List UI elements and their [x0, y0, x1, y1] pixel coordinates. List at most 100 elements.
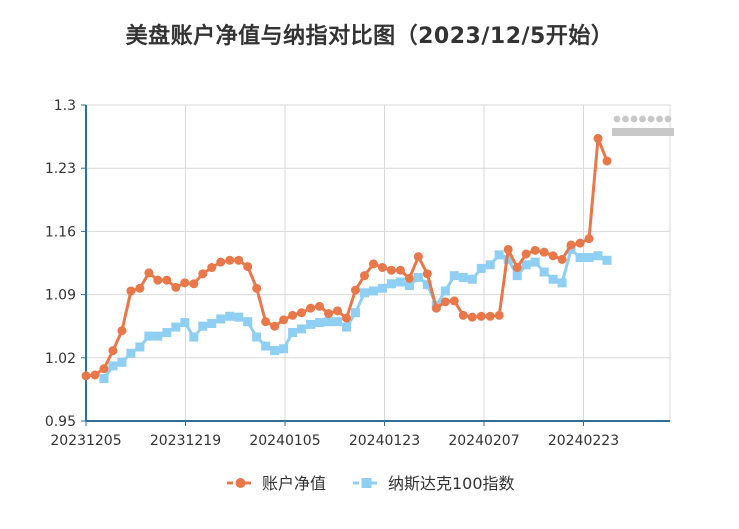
data-point[interactable] — [99, 364, 109, 374]
data-point[interactable] — [476, 263, 486, 273]
data-point[interactable] — [593, 133, 603, 143]
data-point[interactable] — [162, 328, 172, 338]
data-point[interactable] — [108, 346, 118, 356]
data-point[interactable] — [575, 238, 585, 248]
data-point[interactable] — [449, 271, 459, 281]
data-point[interactable] — [117, 357, 127, 367]
data-point[interactable] — [144, 331, 154, 341]
data-point[interactable] — [171, 322, 181, 332]
data-point[interactable] — [189, 279, 199, 289]
data-point[interactable] — [476, 311, 486, 321]
data-point[interactable] — [458, 310, 468, 320]
data-point[interactable] — [333, 306, 343, 316]
data-point[interactable] — [225, 311, 235, 321]
data-point[interactable] — [153, 331, 163, 341]
data-point[interactable] — [539, 267, 549, 277]
data-point[interactable] — [144, 268, 154, 278]
data-point[interactable] — [377, 283, 387, 293]
data-point[interactable] — [117, 326, 127, 336]
data-point[interactable] — [261, 341, 271, 351]
data-point[interactable] — [342, 322, 351, 332]
data-point[interactable] — [126, 348, 136, 358]
data-point[interactable] — [530, 245, 540, 255]
data-point[interactable] — [539, 247, 549, 257]
legend-item-account-net-value[interactable]: 账户净值 — [227, 474, 326, 493]
legend[interactable]: 账户净值 纳斯达克100指数 — [227, 474, 515, 493]
data-point[interactable] — [440, 286, 450, 296]
data-point[interactable] — [467, 274, 477, 284]
data-point[interactable] — [485, 311, 495, 321]
data-point[interactable] — [557, 254, 567, 264]
data-point[interactable] — [288, 310, 298, 320]
data-point[interactable] — [530, 257, 540, 267]
data-point[interactable] — [584, 253, 594, 263]
data-point[interactable] — [503, 244, 513, 254]
data-point[interactable] — [350, 285, 360, 295]
data-point[interactable] — [180, 278, 190, 288]
data-point[interactable] — [270, 321, 280, 331]
data-point[interactable] — [243, 317, 253, 327]
data-point[interactable] — [494, 310, 504, 320]
data-point[interactable] — [566, 240, 576, 250]
data-point[interactable] — [368, 286, 378, 296]
data-point[interactable] — [602, 156, 612, 166]
data-point[interactable] — [512, 271, 522, 281]
data-point[interactable] — [162, 275, 172, 285]
data-point[interactable] — [108, 361, 118, 371]
data-point[interactable] — [315, 301, 325, 311]
data-point[interactable] — [198, 321, 208, 331]
data-point[interactable] — [261, 317, 271, 327]
data-point[interactable] — [602, 255, 612, 265]
data-point[interactable] — [252, 283, 262, 293]
data-point[interactable] — [395, 265, 405, 275]
data-point[interactable] — [297, 308, 307, 318]
data-point[interactable] — [297, 324, 307, 334]
data-point[interactable] — [566, 244, 576, 254]
data-point[interactable] — [521, 249, 531, 259]
data-point[interactable] — [395, 277, 405, 287]
data-point[interactable] — [557, 278, 567, 288]
data-point[interactable] — [333, 317, 343, 327]
data-point[interactable] — [234, 312, 244, 322]
data-point[interactable] — [279, 315, 289, 325]
data-point[interactable] — [548, 251, 558, 261]
legend-item-nasdaq100[interactable]: 纳斯达克100指数 — [353, 474, 515, 493]
data-point[interactable] — [359, 271, 369, 281]
data-point[interactable] — [207, 318, 217, 328]
data-point[interactable] — [279, 344, 289, 354]
data-point[interactable] — [440, 297, 450, 307]
data-point[interactable] — [306, 319, 316, 329]
data-point[interactable] — [431, 303, 441, 313]
data-point[interactable] — [153, 275, 163, 285]
data-point[interactable] — [422, 269, 432, 279]
data-point[interactable] — [171, 282, 181, 292]
data-point[interactable] — [359, 288, 369, 298]
data-point[interactable] — [189, 332, 199, 342]
data-point[interactable] — [485, 260, 495, 270]
data-point[interactable] — [288, 328, 298, 338]
series-account-net-value[interactable] — [81, 133, 612, 381]
data-point[interactable] — [422, 280, 432, 290]
data-point[interactable] — [342, 313, 351, 323]
data-point[interactable] — [252, 332, 262, 342]
data-point[interactable] — [234, 255, 244, 265]
data-point[interactable] — [216, 314, 226, 324]
data-point[interactable] — [386, 279, 396, 289]
data-point[interactable] — [377, 263, 387, 273]
data-point[interactable] — [449, 296, 459, 306]
data-point[interactable] — [198, 269, 208, 279]
data-point[interactable] — [126, 286, 136, 296]
data-point[interactable] — [135, 342, 145, 352]
data-point[interactable] — [270, 346, 280, 356]
data-point[interactable] — [324, 317, 334, 327]
series-nasdaq100[interactable] — [99, 244, 612, 384]
data-point[interactable] — [135, 283, 145, 293]
data-point[interactable] — [404, 273, 414, 283]
data-point[interactable] — [575, 253, 585, 263]
data-point[interactable] — [243, 262, 253, 272]
data-point[interactable] — [521, 260, 531, 270]
toolbox-icon[interactable] — [612, 115, 674, 136]
data-point[interactable] — [90, 370, 100, 380]
data-point[interactable] — [99, 374, 109, 384]
data-point[interactable] — [494, 250, 504, 260]
